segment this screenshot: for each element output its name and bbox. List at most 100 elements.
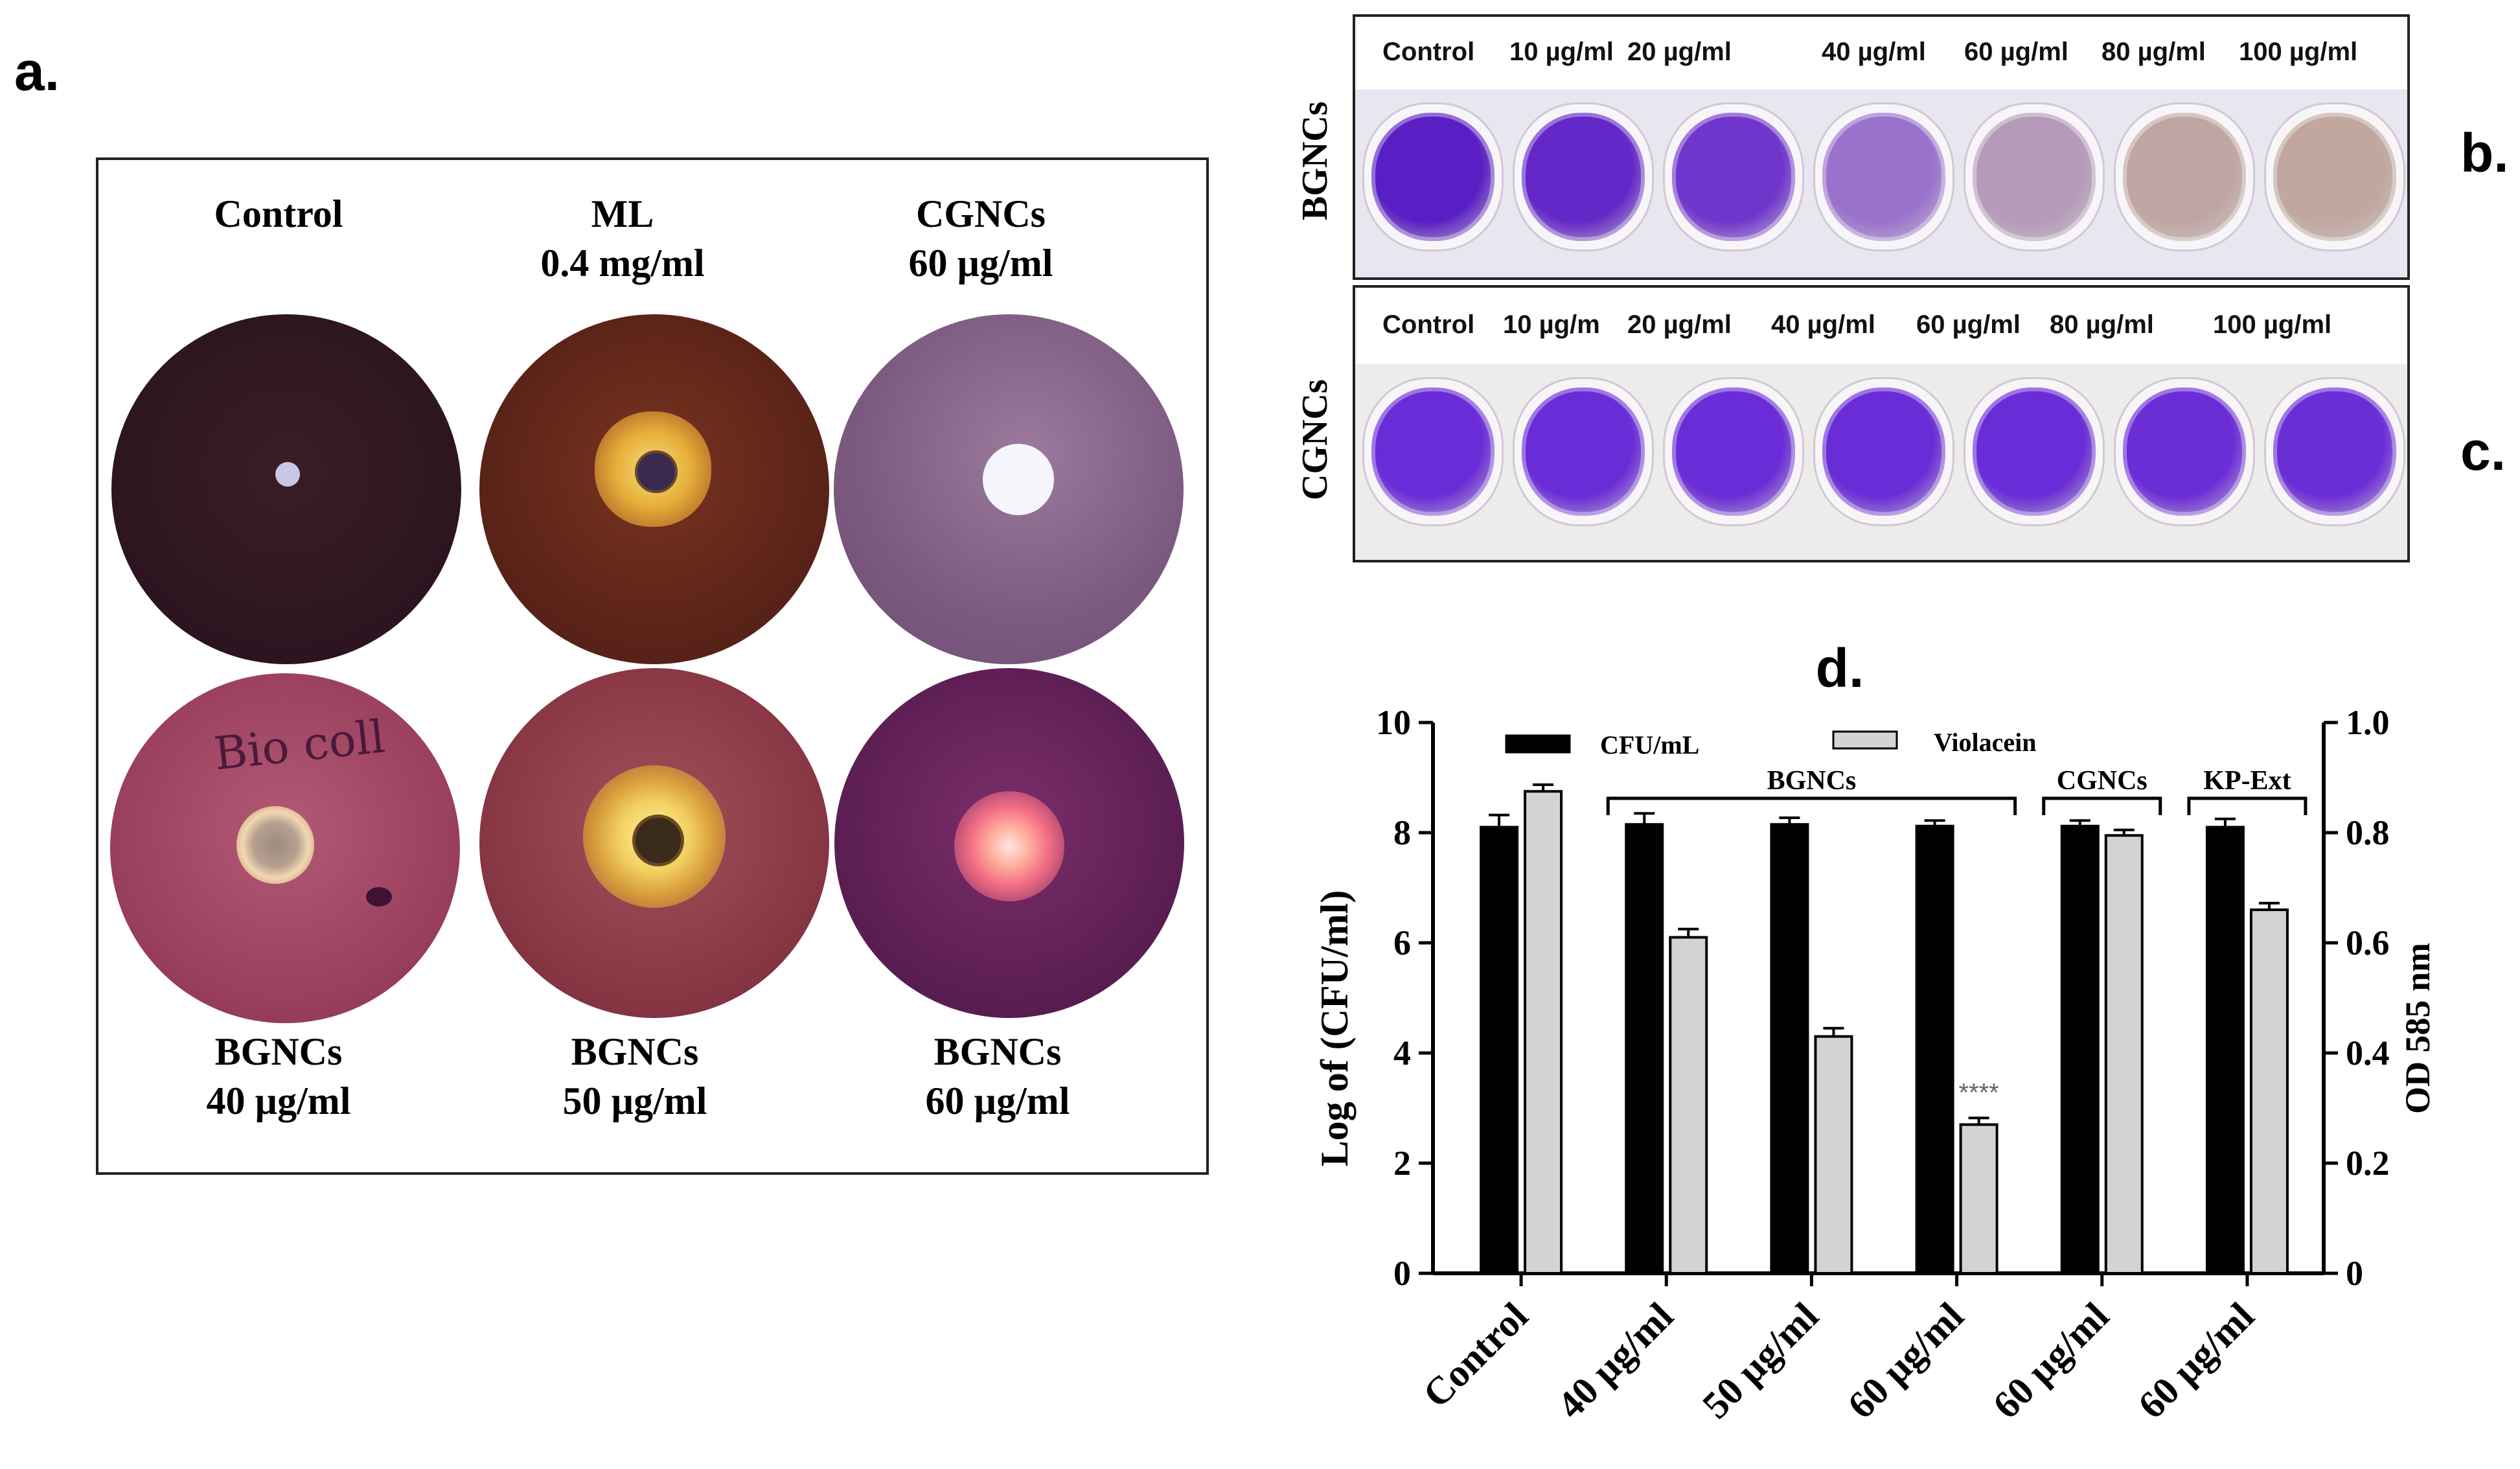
zone <box>236 806 314 884</box>
well <box>1513 102 1654 251</box>
conc-label: Control <box>1382 310 1475 339</box>
zone <box>954 791 1064 901</box>
well-liquid <box>2123 113 2246 241</box>
y-tick-label-left: 10 <box>1376 703 1411 742</box>
bar-cfuml <box>1625 823 1664 1275</box>
significance-annotation: **** <box>1958 1078 1999 1107</box>
plate-label-bgncs-50: BGNCs 50 µg/ml <box>453 1027 816 1126</box>
bar-violacein <box>1524 790 1563 1275</box>
plate-subtitle: 0.4 mg/ml <box>540 242 705 284</box>
conc-label: 20 µg/ml <box>1627 310 1732 339</box>
bar-cfuml <box>1480 826 1519 1275</box>
plate-bgncs-50 <box>479 668 829 1018</box>
legend-swatch-violacein <box>1832 730 1898 750</box>
y-tick-label-left: 0 <box>1393 1254 1411 1293</box>
plate-bgncs-60 <box>834 668 1184 1018</box>
y-tick-label-left: 2 <box>1393 1144 1411 1183</box>
plate-title: BGNCs <box>214 1030 343 1073</box>
well-liquid <box>1672 387 1795 516</box>
legend-label-cfu: CFU/mL <box>1600 730 1699 759</box>
panel-b-header: Control 10 µg/ml 20 µg/ml 40 µg/ml 60 µg… <box>1355 17 2407 92</box>
well <box>1813 377 1954 526</box>
well <box>2264 102 2405 251</box>
bar-violacein <box>2104 834 2144 1275</box>
plate-subtitle: 60 µg/ml <box>925 1080 1070 1122</box>
plate-control <box>111 314 461 664</box>
y-tick-label-right: 0.2 <box>2346 1144 2390 1183</box>
group-bracket <box>1606 796 2017 815</box>
chart-legend: CFU/mL Violacein <box>1505 728 2037 759</box>
panel-d-bar-chart: d. 0 0 2 0.2 4 0.4 6 0.6 8 0.8 10 1.0 Control 40 µg/m… <box>1313 638 2437 1427</box>
plate-ml <box>479 314 829 664</box>
well <box>2114 377 2255 526</box>
plate-title: ML <box>591 192 654 235</box>
bar-violacein <box>1814 1035 1853 1275</box>
well <box>2264 377 2405 526</box>
well-liquid <box>2123 387 2246 516</box>
conc-label: 20 µg/ml <box>1627 38 1732 66</box>
plate-subtitle: 50 µg/ml <box>562 1080 707 1122</box>
well <box>1813 102 1954 251</box>
y-tick-label-left: 8 <box>1393 813 1411 852</box>
y-tick-label-right: 0.6 <box>2346 923 2390 962</box>
plate-title: CGNCs <box>915 192 1046 235</box>
well <box>1964 377 2105 526</box>
well-liquid <box>1371 387 1495 516</box>
panel-b-wells <box>1355 89 2407 277</box>
well <box>1663 377 1804 526</box>
well <box>1513 377 1654 526</box>
x-tick-label: 60 µg/ml <box>2130 1295 2262 1427</box>
well-liquid <box>1973 113 2096 241</box>
conc-label: 10 µg/ml <box>1509 38 1614 66</box>
y-axis-label-left: Log of (CFU/ml) <box>1313 890 1356 1167</box>
panel-c-letter: c. <box>2460 421 2506 481</box>
y-tick-label-right: 1.0 <box>2346 703 2390 742</box>
group-bracket <box>2187 796 2308 815</box>
bar-violacein <box>1959 1123 1999 1275</box>
plate-title: BGNCs <box>571 1030 699 1073</box>
plate-subtitle: 60 µg/ml <box>908 242 1053 284</box>
panel-c-header: Control 10 µg/m 20 µg/ml 40 µg/ml 60 µg/… <box>1355 288 2407 367</box>
panel-b-well-strip: Control 10 µg/ml 20 µg/ml 40 µg/ml 60 µg… <box>1353 14 2410 280</box>
plate-label-cgncs: CGNCs 60 µg/ml <box>799 189 1162 288</box>
well-liquid <box>1672 113 1795 241</box>
well-liquid <box>1522 113 1645 241</box>
y-tick-label-right: 0 <box>2346 1254 2363 1293</box>
plate-label-bgncs-40: BGNCs 40 µg/ml <box>97 1027 460 1126</box>
group-label: KP-Ext <box>2203 766 2291 796</box>
well <box>2114 102 2255 251</box>
bar-violacein <box>2249 908 2289 1275</box>
y-tick-label-left: 6 <box>1393 923 1411 962</box>
panel-b-side-label: BGNCs <box>1295 101 1335 220</box>
well-liquid <box>2273 387 2396 516</box>
panel-a-letter: a. <box>14 41 60 102</box>
panel-c-wells <box>1355 364 2407 560</box>
x-tick-label: 40 µg/ml <box>1549 1295 1681 1427</box>
bar-cfuml <box>1770 823 1809 1275</box>
legend-swatch-cfu <box>1505 734 1571 754</box>
disc <box>275 462 300 487</box>
well <box>1964 102 2105 251</box>
x-tick-label: 50 µg/ml <box>1694 1295 1826 1427</box>
panel-a-plate-grid: Control ML 0.4 mg/ml CGNCs 60 µg/ml Bio … <box>96 157 1209 1175</box>
x-tick-label: Control <box>1415 1295 1536 1416</box>
bar-cfuml <box>2060 824 2100 1275</box>
plate-cgncs <box>834 314 1184 664</box>
conc-label: 80 µg/ml <box>2050 310 2154 339</box>
plate-title: Control <box>214 192 343 235</box>
well <box>1362 377 1504 526</box>
well-liquid <box>1522 387 1645 516</box>
chart-group-brackets: BGNCs CGNCs KP-Ext <box>1606 766 2308 815</box>
group-bracket <box>2042 796 2162 815</box>
y-tick-label-right: 0.8 <box>2346 813 2390 852</box>
x-tick-label: 60 µg/ml <box>1839 1295 1971 1427</box>
well-liquid <box>1973 387 2096 516</box>
x-tick-label: 60 µg/ml <box>1985 1295 2117 1427</box>
conc-label: 80 µg/ml <box>2102 38 2206 66</box>
conc-label: 40 µg/ml <box>1822 38 1926 66</box>
conc-label: 40 µg/ml <box>1771 310 1875 339</box>
bar-violacein <box>1669 936 1708 1275</box>
disc <box>632 815 684 866</box>
bar-cfuml <box>2205 826 2245 1275</box>
y-axis-label-right: OD 585 nm <box>2398 943 2437 1114</box>
